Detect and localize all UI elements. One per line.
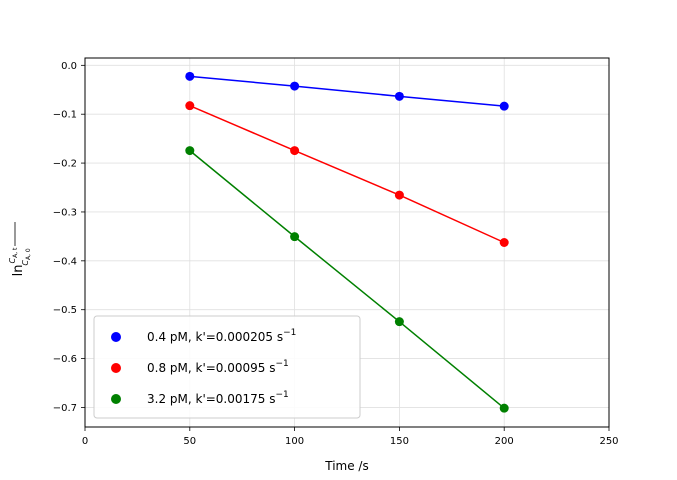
legend-marker [111, 363, 121, 373]
x-tick-label: 100 [285, 436, 304, 447]
y-axis-label-text: lnCA, tCA, 0 [8, 247, 32, 276]
data-point [394, 317, 404, 327]
x-axis: 0 50 100 150 200 250 [82, 427, 619, 447]
series-points [185, 71, 509, 413]
y-tick-label: −0.2 [53, 159, 77, 170]
y-axis: 0.0 −0.1 −0.2 −0.3 −0.4 −0.5 −0.6 −0.7 [53, 61, 85, 414]
series-lines [189, 75, 505, 409]
legend-label-main: 0.8 pM, k'=0.00095 s [147, 361, 276, 375]
x-tick-label: 150 [390, 436, 409, 447]
x-tick-label: 200 [495, 436, 514, 447]
y-tick-label: −0.7 [53, 403, 77, 414]
legend-label-main: 0.4 pM, k'=0.000205 s [147, 330, 283, 344]
x-tick-label: 0 [82, 436, 88, 447]
data-point [394, 190, 404, 200]
y-tick-label: −0.4 [53, 256, 77, 267]
x-tick-label: 50 [183, 436, 196, 447]
legend-marker [111, 332, 121, 342]
y-axis-label: lnCA, tCA, 0 [8, 222, 32, 276]
legend-marker [111, 394, 121, 404]
data-point [499, 238, 509, 247]
series-line [189, 150, 505, 409]
data-point [185, 146, 195, 156]
y-tick-label: 0.0 [61, 61, 77, 72]
data-point [185, 101, 195, 111]
x-axis-label: Time /s [324, 459, 368, 473]
legend-label-main: 3.2 pM, k'=0.00175 s [147, 392, 276, 406]
legend-label-superscript: −1 [276, 390, 289, 400]
data-point [499, 101, 509, 111]
data-point [185, 71, 195, 81]
legend-box [93, 315, 361, 419]
x-tick-label: 250 [599, 436, 618, 447]
data-point [290, 146, 300, 156]
data-point [499, 403, 509, 413]
plot-frame [84, 57, 610, 428]
legend-label-superscript: −1 [276, 359, 289, 369]
data-point [290, 81, 300, 91]
y-tick-label: −0.5 [53, 305, 77, 316]
y-tick-label: −0.1 [53, 110, 77, 121]
legend-label: 0.4 pM, k'=0.000205 s−1 [147, 328, 296, 344]
y-tick-label: −0.6 [53, 354, 77, 365]
legend-label: 0.8 pM, k'=0.00095 s−1 [147, 359, 289, 375]
legend-label: 3.2 pM, k'=0.00175 s−1 [147, 390, 289, 406]
data-point [394, 91, 404, 101]
legend: 0.4 pM, k'=0.000205 s−10.8 pM, k'=0.0009… [93, 315, 361, 419]
legend-label-superscript: −1 [283, 328, 296, 338]
data-point [290, 232, 300, 242]
y-tick-label: −0.3 [53, 207, 77, 218]
series-line [189, 75, 505, 107]
series-line [189, 104, 505, 244]
